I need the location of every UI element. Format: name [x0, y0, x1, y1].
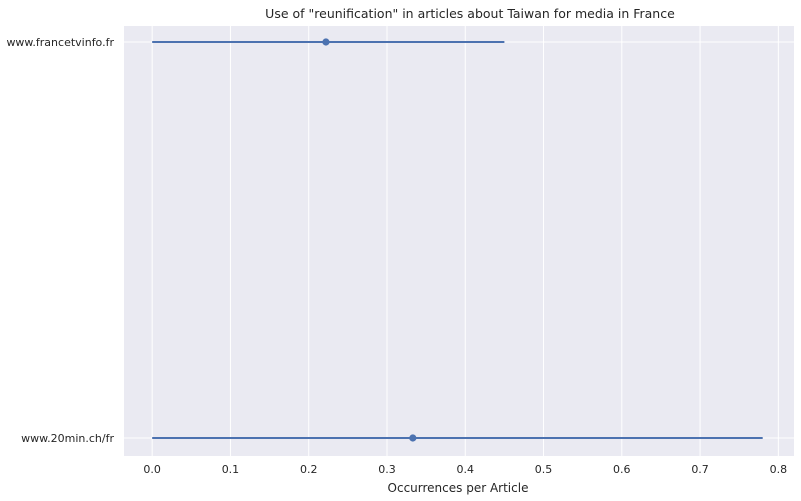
x-axis-label: Occurrences per Article [388, 481, 529, 495]
chart-title: Use of "reunification" in articles about… [265, 6, 675, 21]
x-tick-label: 0.1 [222, 463, 240, 476]
y-category-labels: www.francetvinfo.fr www.20min.ch/fr [6, 36, 114, 445]
y-category-label: www.francetvinfo.fr [6, 36, 114, 49]
y-category-label: www.20min.ch/fr [21, 432, 114, 445]
x-tick-label: 0.6 [613, 463, 631, 476]
plot-area [124, 26, 794, 456]
x-tick-label: 0.8 [770, 463, 788, 476]
x-tick-labels: 0.0 0.1 0.2 0.3 0.4 0.5 0.6 0.7 0.8 [143, 463, 787, 476]
x-tick-label: 0.3 [378, 463, 396, 476]
x-tick-label: 0.5 [535, 463, 553, 476]
x-tick-label: 0.0 [143, 463, 161, 476]
x-tick-label: 0.7 [691, 463, 709, 476]
mean-point [322, 38, 330, 46]
x-tick-label: 0.4 [457, 463, 475, 476]
series-marks [152, 38, 763, 442]
mean-point [409, 434, 417, 442]
x-tick-label: 0.2 [300, 463, 318, 476]
